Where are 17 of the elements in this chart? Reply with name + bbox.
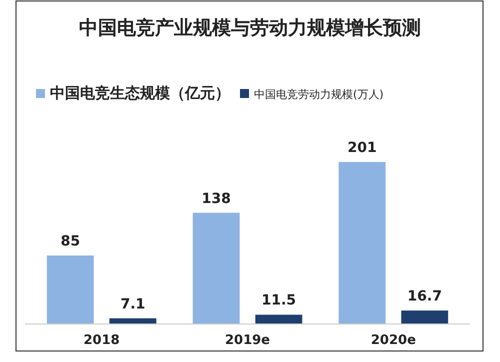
legend-label: 中国电竞生态规模（亿元） <box>50 84 230 102</box>
x-tick-label: 2018 <box>84 333 120 348</box>
data-label: 138 <box>202 190 231 207</box>
chart-title: 中国电竞产业规模与劳动力规模增长预测 <box>79 17 421 39</box>
data-label: 16.7 <box>407 288 442 305</box>
bar <box>338 162 386 324</box>
x-tick-label: 2020e <box>370 333 416 348</box>
bar <box>46 255 94 324</box>
data-label: 11.5 <box>261 292 296 309</box>
data-label: 201 <box>348 140 377 156</box>
x-tick-label: 2019e <box>225 333 270 348</box>
data-label: 7.1 <box>120 296 146 312</box>
data-label: 85 <box>60 233 80 250</box>
bar <box>255 314 302 324</box>
bar <box>192 212 240 324</box>
bar <box>401 310 448 324</box>
legend-label: 中国电竞劳动力规模(万人) <box>254 88 384 101</box>
